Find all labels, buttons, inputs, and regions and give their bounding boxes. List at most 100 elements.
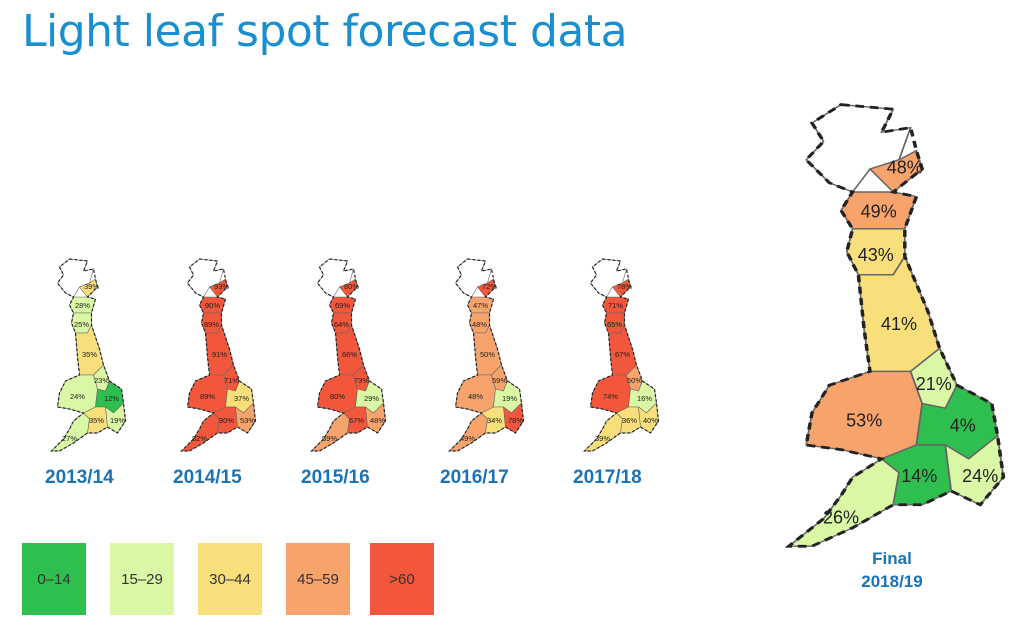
region-label-eastA: 19% xyxy=(502,394,517,403)
legend-swatch: 15–29 xyxy=(110,543,174,615)
map-svg: 78% 71% 65% 67% 74% 50% 16% 39% 36% 40% xyxy=(583,258,660,452)
map-svg: 80% 69% 64% 66% 80% 73% 29% 59% 67% 48% xyxy=(310,258,387,452)
region-escot xyxy=(79,278,98,298)
region-label-se: 48% xyxy=(370,416,385,425)
region-label-se: 19% xyxy=(110,416,125,425)
legend-swatch: >60 xyxy=(370,543,434,615)
region-label-wales: 74% xyxy=(603,392,618,401)
region-south xyxy=(880,444,953,506)
region-label-east: 21% xyxy=(916,374,952,394)
legend-label: 15–29 xyxy=(121,570,163,588)
region-label-sw: 49% xyxy=(460,434,475,443)
map-svg: 72% 47% 48% 50% 48% 59% 19% 49% 34% 78% xyxy=(448,258,525,452)
legend-swatch: 30–44 xyxy=(198,543,262,615)
final-label-line2: 2018/19 xyxy=(861,572,923,591)
map-2015-16: 80% 69% 64% 66% 80% 73% 29% 59% 67% 48% xyxy=(282,257,397,457)
region-label-wales: 89% xyxy=(200,392,215,401)
region-label-se: 40% xyxy=(643,416,658,425)
region-label-ne: 67% xyxy=(615,350,630,359)
region-label-eastA: 37% xyxy=(234,394,249,403)
region-label-eastA: 12% xyxy=(104,394,119,403)
region-label-se: 24% xyxy=(962,466,998,486)
region-label-sscot: 71% xyxy=(608,301,623,310)
region-label-wales: 80% xyxy=(330,392,345,401)
year-label: 2016/17 xyxy=(440,467,509,488)
region-label-nengl: 89% xyxy=(204,320,219,329)
region-label-east: 23% xyxy=(94,376,109,385)
region-label-sscot: 69% xyxy=(335,301,350,310)
region-south xyxy=(212,406,238,434)
region-label-escot: 78% xyxy=(617,282,632,291)
region-label-sw: 27% xyxy=(62,434,77,443)
region-label-eastA: 29% xyxy=(364,394,379,403)
region-label-nengl: 65% xyxy=(607,320,622,329)
region-label-se: 53% xyxy=(240,416,255,425)
legend-label: 45–59 xyxy=(297,570,339,588)
region-label-sw: 82% xyxy=(192,434,207,443)
region-label-sw: 26% xyxy=(823,507,859,527)
region-escot xyxy=(209,278,228,298)
final-label-line1: Final xyxy=(872,549,912,568)
region-label-ne: 66% xyxy=(342,350,357,359)
region-label-nengl: 25% xyxy=(74,320,89,329)
region-label-ne: 91% xyxy=(212,350,227,359)
map-2016-17: 72% 47% 48% 50% 48% 59% 19% 49% 34% 78% xyxy=(420,257,535,457)
legend-label: >60 xyxy=(389,570,415,588)
region-label-wales: 48% xyxy=(468,392,483,401)
region-label-south: 14% xyxy=(901,466,937,486)
region-label-sscot: 49% xyxy=(861,201,897,221)
map-2017-18: 78% 71% 65% 67% 74% 50% 16% 39% 36% 40% xyxy=(555,257,670,457)
region-label-escot: 93% xyxy=(214,282,229,291)
region-label-east: 59% xyxy=(492,376,507,385)
region-label-east: 73% xyxy=(354,376,369,385)
region-label-south: 90% xyxy=(219,416,234,425)
region-label-ne: 35% xyxy=(82,350,97,359)
year-label: 2017/18 xyxy=(573,467,642,488)
region-label-escot: 48% xyxy=(887,158,923,178)
page-title: Light leaf spot forecast data xyxy=(22,6,628,57)
map-2013-14: 39% 28% 25% 35% 24% 23% 12% 27% 35% 19% xyxy=(22,257,137,457)
year-label: 2014/15 xyxy=(173,467,242,488)
region-label-eastA: 4% xyxy=(950,415,976,435)
region-label-eastA: 16% xyxy=(637,394,652,403)
region-label-sw: 39% xyxy=(595,434,610,443)
region-label-sscot: 90% xyxy=(205,301,220,310)
region-label-east: 50% xyxy=(627,376,642,385)
region-label-nengl: 48% xyxy=(472,320,487,329)
region-label-escot: 39% xyxy=(84,282,99,291)
region-label-sscot: 47% xyxy=(473,301,488,310)
map-final-2018-19: 48% 49% 43% 41% 53% 21% 4% 26% 14% 24% xyxy=(725,100,1015,560)
region-label-se: 78% xyxy=(508,416,523,425)
region-south xyxy=(342,406,368,434)
region-label-sscot: 28% xyxy=(75,301,90,310)
legend-label: 0–14 xyxy=(37,570,71,588)
region-label-south: 36% xyxy=(622,416,637,425)
region-escot xyxy=(868,149,924,194)
year-label: 2015/16 xyxy=(301,467,370,488)
region-escot xyxy=(612,278,631,298)
region-escot xyxy=(339,278,358,298)
map-svg: 93% 90% 89% 91% 89% 71% 37% 82% 90% 53% xyxy=(180,258,257,452)
region-label-south: 67% xyxy=(349,416,364,425)
region-south xyxy=(615,406,641,434)
region-label-nengl: 43% xyxy=(858,245,894,265)
region-label-sw: 59% xyxy=(322,434,337,443)
region-south xyxy=(82,406,108,434)
region-escot xyxy=(477,278,496,298)
legend-swatch: 45–59 xyxy=(286,543,350,615)
region-south xyxy=(480,406,506,434)
region-label-wales: 24% xyxy=(70,392,85,401)
region-label-south: 34% xyxy=(487,416,502,425)
map-svg: 39% 28% 25% 35% 24% 23% 12% 27% 35% 19% xyxy=(50,258,127,452)
region-label-ne: 50% xyxy=(480,350,495,359)
region-label-south: 35% xyxy=(89,416,104,425)
region-label-wales: 53% xyxy=(846,411,882,431)
region-label-nengl: 64% xyxy=(334,320,349,329)
map-svg: 48% 49% 43% 41% 53% 21% 4% 26% 14% 24% xyxy=(784,103,1006,548)
legend-swatch: 0–14 xyxy=(22,543,86,615)
map-2014-15: 93% 90% 89% 91% 89% 71% 37% 82% 90% 53% xyxy=(152,257,267,457)
region-label-east: 71% xyxy=(224,376,239,385)
region-label-ne: 41% xyxy=(881,314,917,334)
region-label-escot: 72% xyxy=(482,282,497,291)
region-label-escot: 80% xyxy=(344,282,359,291)
